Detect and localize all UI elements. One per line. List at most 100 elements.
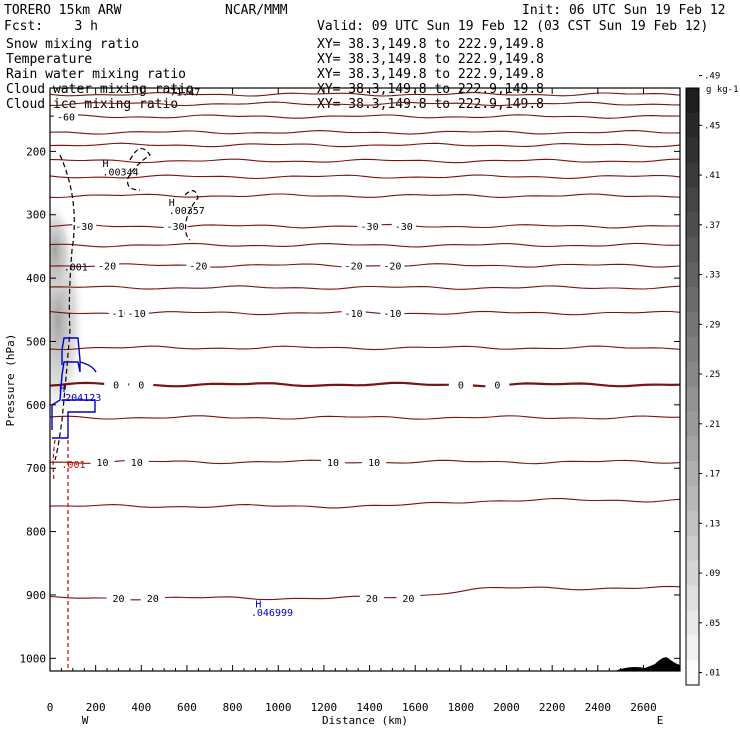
isotherm-label-bg: [321, 455, 346, 467]
annotation-4: .00357: [169, 206, 205, 217]
x-tick-label: 800: [223, 701, 243, 714]
isotherm--50: [50, 142, 680, 148]
isotherm-label-bg: [357, 220, 382, 232]
isotherm-label: -10: [128, 309, 146, 320]
isotherm-label-bg: [108, 306, 133, 318]
colorbar-band: [686, 237, 699, 263]
isotherm--40: [50, 174, 680, 180]
forecast-hour: Fcst: 3 h: [4, 19, 98, 34]
colorbar-label: .13: [704, 519, 720, 529]
isotherm-label-bg: [380, 306, 405, 318]
colorbar-band: [686, 162, 699, 188]
isotherm--5: [50, 345, 680, 351]
colorbar-band: [686, 486, 699, 512]
isotherm-label-bg: [341, 259, 366, 271]
field-name-1: Temperature: [6, 52, 92, 67]
rain-water-contours: [52, 439, 69, 671]
x-tick-label: 2400: [585, 701, 612, 714]
colorbar-band: [686, 535, 699, 562]
isotherm-label-bg: [380, 259, 405, 271]
annotation-5: .001: [64, 263, 88, 274]
field-xy-1: XY= 38.3,149.8 to 222.9,149.8: [317, 52, 544, 67]
isotherm-label: -20: [189, 261, 207, 272]
isotherm-label: -60: [57, 113, 75, 124]
field-xy-2: XY= 38.3,149.8 to 222.9,149.8: [317, 67, 544, 82]
y-tick-label: 900: [26, 589, 46, 602]
colorbar-band: [686, 287, 699, 313]
isotherm-label-bg: [186, 259, 211, 271]
colorbar-label: .49: [704, 72, 720, 82]
isotherm--65: [50, 101, 680, 107]
y-tick-label: 200: [26, 145, 46, 158]
colorbar-band: [686, 336, 699, 363]
isotherm-label-bg: [396, 592, 421, 604]
colorbar-band: [686, 88, 699, 114]
x-tick-label: 2600: [630, 701, 657, 714]
isotherm-label-bg: [359, 592, 384, 604]
ice-contour-b: [184, 190, 199, 241]
y-tick-label: 1000: [20, 652, 47, 665]
isotherm-label-bg: [124, 455, 149, 467]
x-axis: 0 200 400 600 800 1000 1200 1400 1600 1800 2000 220…: [47, 88, 679, 714]
isotherm-label: -30: [75, 222, 93, 233]
cloud-water-contours: [51, 337, 97, 439]
y-tick-label: 800: [26, 526, 46, 539]
colorbar-band: [686, 311, 699, 338]
isotherm-label-bg: [90, 455, 115, 467]
x-tick-label: 400: [131, 701, 151, 714]
model-title: TORERO 15km ARW: [4, 3, 122, 18]
annotation-9: H: [255, 600, 261, 611]
isotherm--55: [50, 130, 680, 135]
temperature-isotherms: -60-30 -30 -30 -30-20 -20 -20 -20-10-10 -10 -100…: [50, 91, 680, 605]
rain-contour-edge: [52, 439, 56, 481]
colorbar-frame: [685, 87, 700, 686]
x-tick-label: 1400: [356, 701, 383, 714]
field-legend: Snow mixing ratio XY= 38.3,149.8 to 222.9…: [6, 37, 544, 112]
isotherm-label: -10: [345, 309, 363, 320]
colorbar-label: .41: [704, 171, 720, 181]
annotation-2: .00344: [103, 167, 139, 178]
plot-frame: [49, 87, 681, 672]
x-end-west: W: [82, 714, 89, 727]
isotherm-label-bg: [124, 306, 149, 318]
y-tick-label: 500: [26, 335, 46, 348]
colorbar-label: .01: [704, 669, 720, 679]
x-tick-label: 600: [177, 701, 197, 714]
colorbar-band: [686, 212, 699, 238]
isotherm-label-bg: [72, 220, 97, 232]
colorbar-label: .09: [704, 569, 720, 579]
colorbar-label: .21: [704, 420, 720, 430]
isotherm--25: [50, 242, 680, 248]
colorbar-label: .29: [704, 320, 720, 330]
isotherm-label: 20: [366, 594, 378, 605]
valid-time: Valid: 09 UTC Sun 19 Feb 12 (03 CST Sun …: [317, 19, 708, 34]
colorbar-band: [686, 436, 699, 462]
isotherm--60: [50, 114, 680, 119]
field-name-4: Cloud ice mixing ratio: [6, 97, 178, 112]
isotherm-label: 0: [138, 381, 144, 392]
colorbar-label: .33: [704, 271, 720, 281]
annotation-1: H: [103, 159, 109, 170]
x-tick-label: 200: [86, 701, 106, 714]
x-tick-label: 0: [47, 701, 54, 714]
terrain: [50, 657, 680, 671]
y-tick-label: 600: [26, 399, 46, 412]
plot-annotations: -71.47H.00344H.00357.001H.204123.001H.04…: [59, 88, 293, 619]
isotherm-label: 10: [368, 458, 380, 469]
isotherm-label: 20: [112, 594, 124, 605]
y-tick-label: 400: [26, 272, 46, 285]
x-tick-label: 1600: [402, 701, 429, 714]
isotherm-label-bg: [485, 378, 510, 390]
isotherm-label-bg: [129, 378, 154, 390]
colorbar-label: .45: [704, 121, 720, 131]
isotherm-label: -10: [383, 309, 401, 320]
annotation-8: .001: [61, 460, 85, 471]
x-axis-label: Distance (km): [322, 714, 408, 727]
colorbar-units: g kg-1: [706, 85, 739, 95]
isotherm-label: 0: [458, 381, 464, 392]
x-end-east: E: [657, 714, 664, 727]
isotherm-label-bg: [362, 455, 387, 467]
annotation-3: H: [169, 198, 175, 209]
colorbar-band: [686, 386, 699, 412]
